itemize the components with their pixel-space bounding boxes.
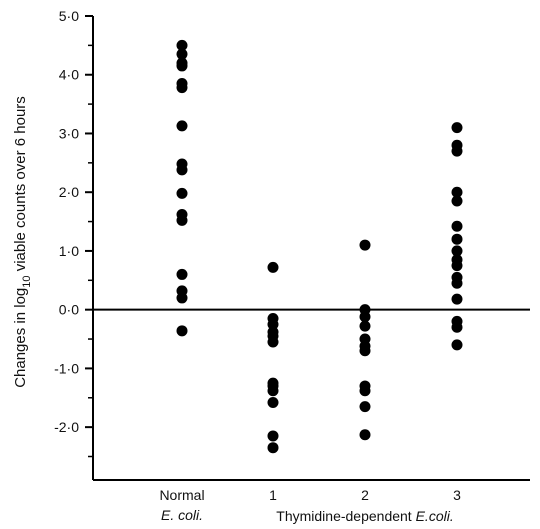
data-point	[359, 311, 371, 323]
x-category-label: 3	[453, 487, 461, 503]
group-label-organism: E.coli.	[416, 508, 454, 524]
data-point	[267, 336, 279, 348]
data-point	[451, 195, 463, 207]
y-tick-label: -2·0	[54, 419, 79, 435]
y-label-text: viable counts over 6 hours	[12, 96, 29, 275]
data-point	[359, 385, 371, 397]
y-tick-label: -1·0	[54, 360, 79, 376]
data-point	[176, 82, 188, 94]
x-category-label: 1	[269, 487, 277, 503]
data-point	[359, 239, 371, 251]
x-category-label: Normal	[159, 487, 204, 503]
y-tick-label: 3·0	[59, 125, 79, 141]
data-point	[267, 396, 279, 408]
y-tick-label: 1·0	[59, 243, 79, 259]
category-labels: Normal E. coli. 1 2 3	[159, 487, 461, 523]
data-point	[451, 245, 463, 257]
axes	[92, 16, 530, 481]
data-point	[451, 186, 463, 198]
data-point	[451, 122, 463, 134]
data-point	[176, 187, 188, 199]
y-tick-label: 5·0	[59, 8, 79, 24]
data-point	[359, 401, 371, 413]
data-points	[176, 39, 463, 454]
data-point	[451, 321, 463, 333]
x-category-label: 2	[361, 487, 369, 503]
data-point	[451, 233, 463, 245]
data-point	[451, 339, 463, 351]
data-point	[451, 277, 463, 289]
data-point	[359, 320, 371, 332]
y-tick-label: 4·0	[59, 67, 79, 83]
group-label: Thymidine-dependent E.coli.	[276, 508, 453, 524]
y-label-subscript: 10	[21, 275, 33, 287]
data-point	[451, 145, 463, 157]
y-label-text: Changes in log	[12, 288, 29, 388]
data-point	[176, 164, 188, 176]
data-point	[359, 345, 371, 357]
data-point	[451, 220, 463, 232]
data-point	[176, 214, 188, 226]
data-point	[176, 39, 188, 51]
data-point	[451, 293, 463, 305]
y-tick-label: 2·0	[59, 184, 79, 200]
y-tick-label: 0·0	[59, 302, 79, 318]
data-point	[359, 429, 371, 441]
data-point	[176, 60, 188, 72]
data-point	[176, 325, 188, 337]
x-category-sublabel: E. coli.	[161, 507, 203, 523]
data-point	[267, 261, 279, 273]
data-point	[176, 292, 188, 304]
data-point	[451, 260, 463, 272]
data-point	[176, 268, 188, 280]
y-axis-label: Changes in log10 viable counts over 6 ho…	[12, 96, 33, 388]
data-point	[267, 442, 279, 454]
data-point	[176, 48, 188, 60]
data-point	[267, 430, 279, 442]
data-point	[267, 318, 279, 330]
data-point	[176, 120, 188, 132]
data-point	[267, 385, 279, 397]
y-ticks: 5·0 4·0 3·0 2·0 1·0 0·0 -1·0 -2·0	[54, 8, 93, 458]
group-label-text: Thymidine-dependent	[276, 508, 415, 524]
